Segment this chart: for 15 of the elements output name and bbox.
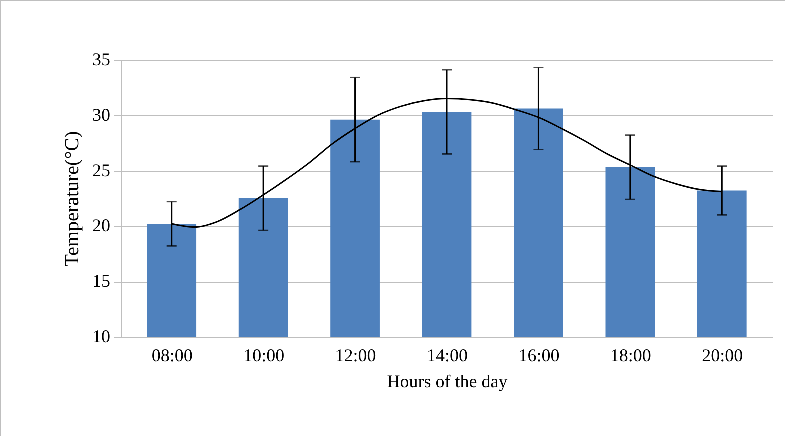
y-tick-label: 25 — [92, 160, 110, 180]
x-tick-label: 14:00 — [426, 346, 468, 366]
y-tick-label: 15 — [92, 271, 110, 292]
y-tick-label: 30 — [92, 104, 110, 125]
y-axis-title: Temperature(°C) — [62, 131, 84, 267]
y-tick-label: 20 — [92, 216, 110, 236]
x-tick-label: 08:00 — [152, 346, 193, 366]
x-tick-label: 10:00 — [244, 346, 285, 366]
x-tick-label: 20:00 — [702, 346, 744, 366]
y-tick-label: 35 — [92, 50, 110, 70]
x-tick-label: 12:00 — [335, 346, 376, 366]
x-axis-title: Hours of the day — [387, 372, 508, 392]
y-tick-label: 10 — [92, 326, 110, 346]
x-tick-label: 18:00 — [610, 346, 652, 366]
x-tick-label: 16:00 — [518, 346, 560, 366]
